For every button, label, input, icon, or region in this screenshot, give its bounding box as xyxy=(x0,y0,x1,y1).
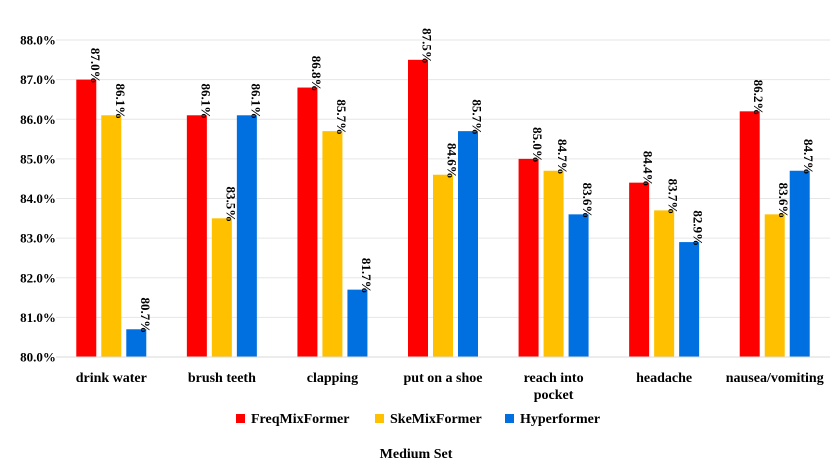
data-label: 86.1% xyxy=(113,84,128,120)
legend-label: FreqMixFormer xyxy=(251,412,349,427)
data-label: 83.7% xyxy=(666,179,681,215)
data-label: 84.6% xyxy=(445,143,460,179)
data-label: 86.8% xyxy=(309,56,324,92)
data-label: 84.4% xyxy=(641,151,656,187)
bar-skemixformer xyxy=(654,210,675,357)
bar-hyperformer xyxy=(789,170,810,357)
category-label: clapping xyxy=(307,371,358,386)
bar-freqmixformer xyxy=(186,115,207,357)
bar-hyperformer xyxy=(458,131,478,357)
bar-hyperformer xyxy=(347,289,368,357)
legend-label: SkeMixFormer xyxy=(390,412,482,427)
bar-skemixformer xyxy=(764,214,785,357)
bar-hyperformer xyxy=(679,242,700,357)
data-label: 84.7% xyxy=(555,139,570,175)
legend-swatch xyxy=(236,414,245,423)
y-tick-label: 87.0% xyxy=(20,72,56,87)
bar-freqmixformer xyxy=(408,59,428,357)
category-label: put on a shoe xyxy=(404,371,483,386)
data-labels: 87.0% 86.1% 80.7% 86.1% 83.5% 86.1% 86.8% 85.7%… xyxy=(88,28,816,333)
bar-hyperformer xyxy=(568,214,589,357)
data-label: 83.6% xyxy=(580,183,595,219)
data-label: 86.2% xyxy=(751,80,766,116)
y-tick-label: 81.0% xyxy=(20,310,56,325)
data-label: 85.7% xyxy=(470,99,485,135)
bar-freqmixformer xyxy=(297,87,318,358)
legend-swatch xyxy=(505,414,514,423)
data-label: 82.9% xyxy=(691,210,706,246)
y-tick-label: 80.0% xyxy=(20,350,56,365)
bar-freqmixformer xyxy=(76,79,97,357)
data-label: 86.1% xyxy=(198,84,213,120)
y-tick-label: 88.0% xyxy=(20,33,56,48)
data-label: 85.0% xyxy=(530,127,545,163)
data-label: 84.7% xyxy=(801,139,816,175)
bar-freqmixformer xyxy=(629,182,650,357)
category-label: reach into xyxy=(524,371,584,386)
x-axis-title: Medium Set xyxy=(380,447,453,462)
y-tick-label: 82.0% xyxy=(20,270,56,285)
legend-swatch xyxy=(375,414,384,423)
bars xyxy=(76,59,810,358)
y-tick-label: 85.0% xyxy=(20,151,56,166)
category-label: headache xyxy=(636,371,692,386)
bar-freqmixformer xyxy=(518,158,539,357)
y-tick-label: 83.0% xyxy=(20,231,56,246)
data-label: 87.5% xyxy=(420,28,435,64)
data-label: 81.7% xyxy=(359,258,374,294)
y-tick-label: 86.0% xyxy=(20,112,56,127)
data-label: 83.5% xyxy=(223,187,238,223)
category-label: brush teeth xyxy=(188,371,256,386)
legend: FreqMixFormer SkeMixFormer Hyperformer xyxy=(236,412,600,427)
data-label: 87.0% xyxy=(88,48,103,84)
bar-skemixformer xyxy=(211,218,232,357)
data-label: 86.1% xyxy=(248,84,263,120)
legend-label: Hyperformer xyxy=(520,412,600,427)
category-label: nausea/vomiting xyxy=(726,371,824,386)
y-tick-label: 84.0% xyxy=(20,191,56,206)
category-label: pocket xyxy=(534,388,574,403)
bar-skemixformer xyxy=(322,131,343,357)
bar-freqmixformer xyxy=(739,111,760,357)
bar-skemixformer xyxy=(433,174,453,357)
bar-skemixformer xyxy=(101,115,122,357)
category-label: drink water xyxy=(76,371,147,386)
bar-skemixformer xyxy=(543,170,564,357)
data-label: 85.7% xyxy=(334,99,349,135)
data-label: 80.7% xyxy=(138,298,153,334)
category-labels: drink water brush teeth clapping put on a s… xyxy=(76,371,824,403)
y-axis-ticks: 80.0% 81.0% 82.0% 83.0% 84.0% 85.0% 86.0% 87.0%… xyxy=(20,33,56,365)
bar-hyperformer xyxy=(126,329,147,357)
bar-hyperformer xyxy=(236,115,257,357)
data-label: 83.6% xyxy=(776,183,791,219)
